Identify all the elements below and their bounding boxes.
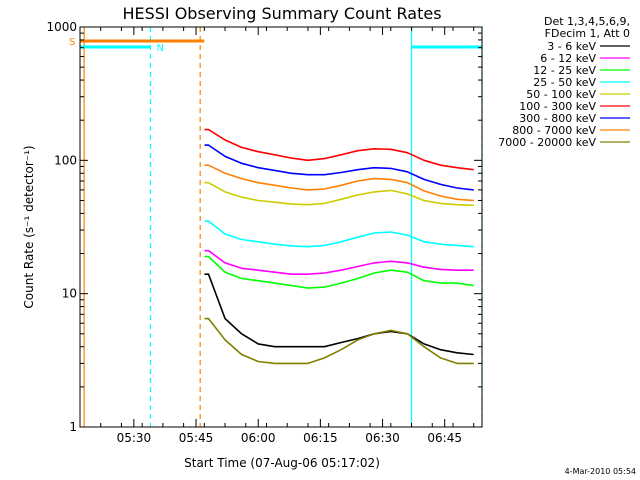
plot-frame (79, 26, 483, 428)
series-line (204, 273, 474, 356)
legend-entry-label: 12 - 25 keV (533, 64, 596, 77)
legend-header-line-2: FDecim 1, Att 0 (545, 27, 630, 40)
x-tick-label: 06:15 (303, 431, 338, 445)
chart-title: HESSI Observing Summary Count Rates (122, 4, 441, 23)
y-axis-label: Count Rate (s⁻¹ detector⁻¹) (22, 145, 36, 308)
flag-label: S (69, 37, 75, 48)
series-line (204, 249, 474, 275)
y-tick-label: 1000 (46, 20, 77, 34)
series-line (204, 128, 474, 171)
x-tick-label: 05:45 (179, 431, 214, 445)
y-tick-label: 1 (69, 420, 77, 434)
series-line (204, 164, 474, 202)
series-line (204, 220, 474, 248)
legend-header-line-1: Det 1,3,4,5,6,9, (544, 15, 630, 28)
x-tick-label: 05:30 (117, 431, 152, 445)
series-line (204, 144, 474, 191)
series-line (204, 317, 474, 365)
legend-entry-label: 25 - 50 keV (533, 76, 596, 89)
axis-ticks: 05:30 05:45 06:00 06:15 06:30 06:45 1 10 100 1000 (46, 20, 482, 445)
legend-entry-label: 7000 - 20000 keV (498, 136, 596, 149)
y-tick-label: 10 (62, 287, 77, 301)
x-tick-label: 06:45 (427, 431, 462, 445)
legend-entry-label: 300 - 800 keV (519, 112, 596, 125)
x-tick-label: 06:30 (365, 431, 400, 445)
legend-entry-label: 6 - 12 keV (540, 52, 596, 65)
timestamp: 4-Mar-2010 05:54 (565, 467, 636, 476)
series-line (204, 181, 474, 207)
series-line (204, 255, 474, 289)
data-layer: SN (69, 27, 483, 427)
x-axis-label: Start Time (07-Aug-06 05:17:02) (184, 456, 380, 470)
legend-entry-label: 3 - 6 keV (547, 40, 596, 53)
y-tick-label: 100 (54, 153, 77, 167)
legend: Det 1,3,4,5,6,9, FDecim 1, Att 0 3 - 6 k… (498, 15, 630, 149)
legend-entry-label: 800 - 7000 keV (512, 124, 596, 137)
legend-entry-label: 100 - 300 keV (519, 100, 596, 113)
flag-label: N (156, 43, 163, 54)
legend-entry-label: 50 - 100 keV (526, 88, 596, 101)
x-tick-label: 06:00 (241, 431, 276, 445)
